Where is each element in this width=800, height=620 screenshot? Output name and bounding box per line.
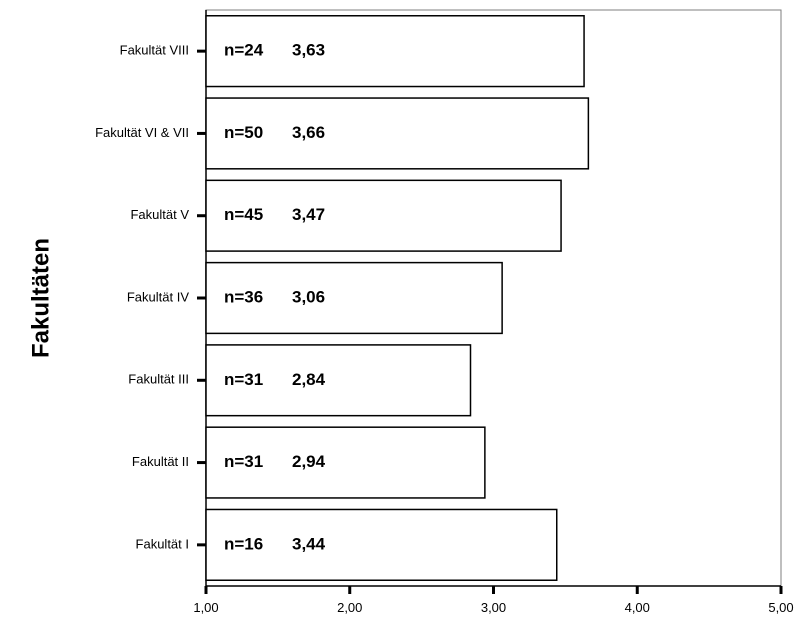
category-label: Fakultät IV xyxy=(127,289,189,304)
bar-value-label: 3,66 xyxy=(292,123,325,142)
y-axis-title: Fakultäten xyxy=(27,238,54,358)
bar xyxy=(205,261,503,335)
category-label: Fakultät VI & VII xyxy=(95,125,189,140)
bar-n-label: n=36 xyxy=(224,287,263,306)
bar-value-label: 3,47 xyxy=(292,205,325,224)
bar-n-label: n=16 xyxy=(224,534,263,553)
bar-value-label: 3,06 xyxy=(292,287,325,306)
x-ticks-layer: 1,00 2,00 3,00 4,00 5,00 xyxy=(193,586,794,615)
x-tick-label: 4,00 xyxy=(625,600,650,615)
bar xyxy=(205,344,472,417)
bar-value-label: 2,94 xyxy=(292,452,326,471)
x-tick-label: 1,00 xyxy=(193,600,218,615)
category-label: Fakultät I xyxy=(136,536,189,551)
bar xyxy=(205,97,590,170)
x-tick-label: 2,00 xyxy=(337,600,362,615)
bar xyxy=(205,426,486,499)
category-label: Fakultät VIII xyxy=(120,43,189,58)
bars-layer: n=24 3,63 n=50 3,66 n=45 3,47 n=36 3,06 n=31 2,84… xyxy=(205,15,590,581)
category-label: Fakultät III xyxy=(128,372,189,387)
bar xyxy=(205,508,558,581)
bar-n-label: n=50 xyxy=(224,123,263,142)
bar-value-label: 3,63 xyxy=(292,41,325,60)
category-label: Fakultät V xyxy=(130,207,189,222)
bar-value-label: 3,44 xyxy=(292,534,326,553)
category-label: Fakultät II xyxy=(132,454,189,469)
bar xyxy=(205,179,562,252)
bar-n-label: n=31 xyxy=(224,370,263,389)
category-labels-layer: Fakultät VIII Fakultät VI & VII Fakultät V… xyxy=(95,43,206,551)
bar-n-label: n=24 xyxy=(224,41,264,60)
x-tick-label: 5,00 xyxy=(768,600,793,615)
bar-n-label: n=45 xyxy=(224,205,263,224)
bar-n-label: n=31 xyxy=(224,452,263,471)
bar-value-label: 2,84 xyxy=(292,370,326,389)
x-tick-label: 3,00 xyxy=(481,600,506,615)
bar xyxy=(205,15,585,88)
